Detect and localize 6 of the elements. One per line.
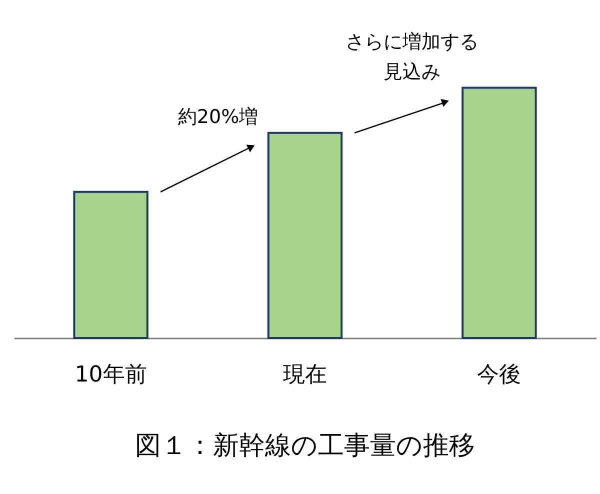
- text: さらに増加する見込み: [346, 30, 478, 83]
- x-tick-label: 10年前: [74, 362, 147, 388]
- x-tick-label: 今後: [477, 362, 522, 388]
- annotation: 約20%増: [178, 106, 258, 128]
- x-tick-label: 現在: [283, 362, 327, 388]
- text: 図１：新幹線の工事量の推移: [135, 431, 475, 461]
